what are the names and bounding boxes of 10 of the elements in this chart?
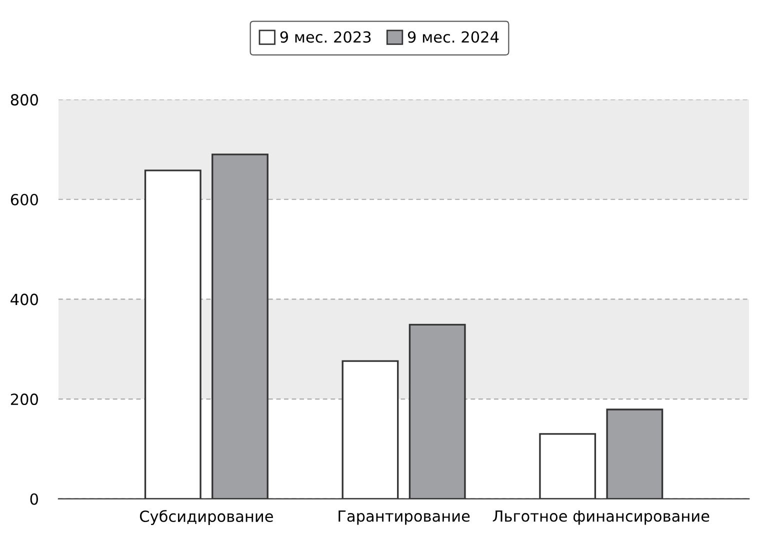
y-tick-label: 600 [10, 194, 38, 206]
y-tick-label: 0 [30, 493, 38, 505]
x-tick-label: Льготное финансирование [492, 510, 710, 525]
x-tick-label: Гарантирование [338, 510, 470, 525]
y-tick-label: 200 [10, 394, 38, 406]
legend-label: 9 мес. 2023 [280, 31, 371, 43]
y-tick-label: 400 [10, 294, 38, 306]
x-tick-label: Субсидирование [140, 510, 273, 526]
y-tick-label: 800 [10, 94, 38, 106]
legend-label: 9 мес. 2024 [408, 31, 499, 43]
